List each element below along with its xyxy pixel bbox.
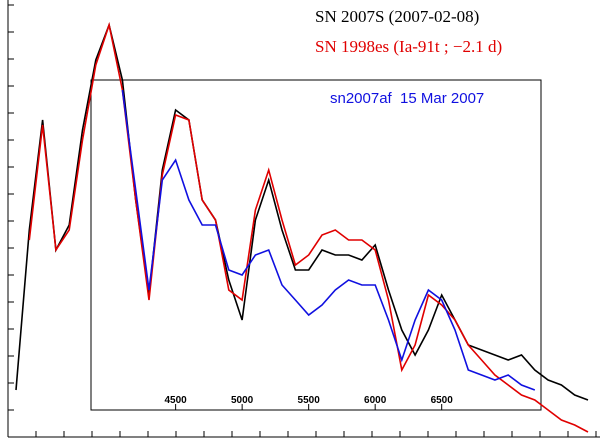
legend-entry: SN 2007S (2007-02-08) — [315, 7, 479, 26]
x-tick-label: 5000 — [231, 395, 254, 406]
outer-ticks — [7, 4, 597, 438]
x-tick-label: 5500 — [298, 395, 321, 406]
legend-entry: SN 1998es (Ia-91t ; −2.1 d) — [315, 37, 502, 56]
x-tick-label: 6500 — [431, 395, 454, 406]
series-line — [121, 89, 536, 391]
x-tick-label: 4500 — [164, 395, 187, 406]
x-tick-label: 6000 — [364, 395, 387, 406]
frame — [7, 0, 600, 438]
legend-entry: sn2007af 15 Mar 2007 — [330, 90, 484, 107]
